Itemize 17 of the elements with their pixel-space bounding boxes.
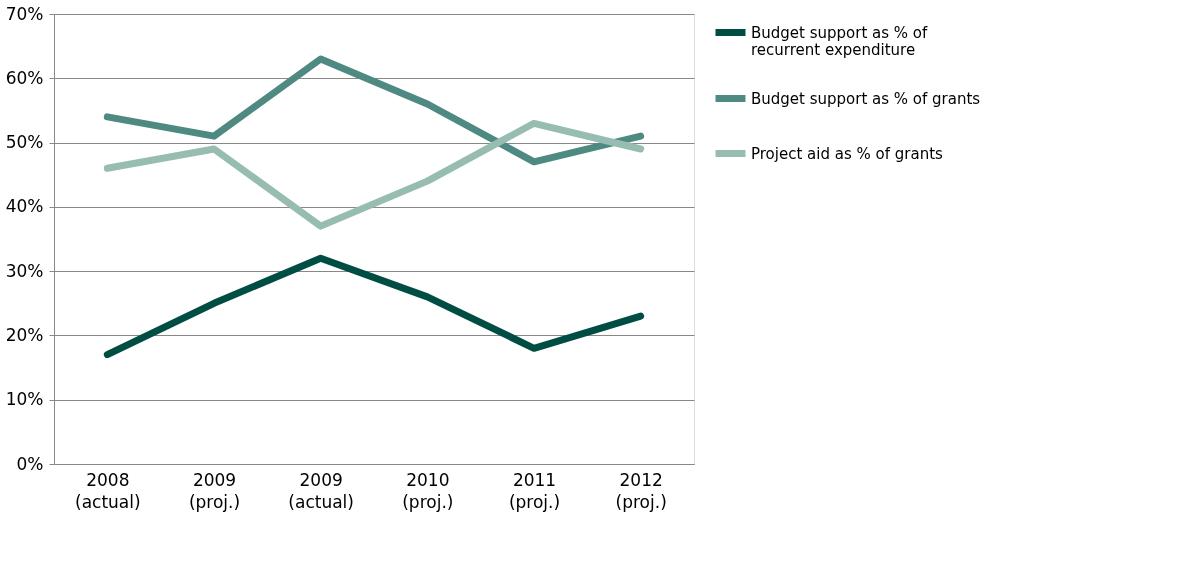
x-tick-label: 2012 (proj.) [615,469,667,512]
x-tick-label: 2009 (proj.) [188,469,241,512]
x-tick-label: 2009 (actual) [288,469,354,512]
y-tick-label: 40% [5,196,44,217]
legend-label: Budget support as % of recurrent expenditure [751,23,929,59]
y-tick-label: 20% [5,324,44,345]
legend-label: Project aid as % of grants [751,144,944,163]
y-tick-label: 70% [5,3,44,24]
y-tick-label: 50% [5,132,44,153]
x-tick-label: 2011 (proj.) [508,469,561,512]
y-tick-label: 30% [5,260,44,281]
x-tick-label: 2008 (actual) [75,469,141,512]
legend-label: Budget support as % of grants [751,89,981,108]
y-tick-label: 10% [5,389,44,410]
y-tick-label: 0% [16,453,44,474]
y-tick-label: 60% [5,67,44,88]
x-tick-label: 2010 (proj.) [402,469,454,512]
